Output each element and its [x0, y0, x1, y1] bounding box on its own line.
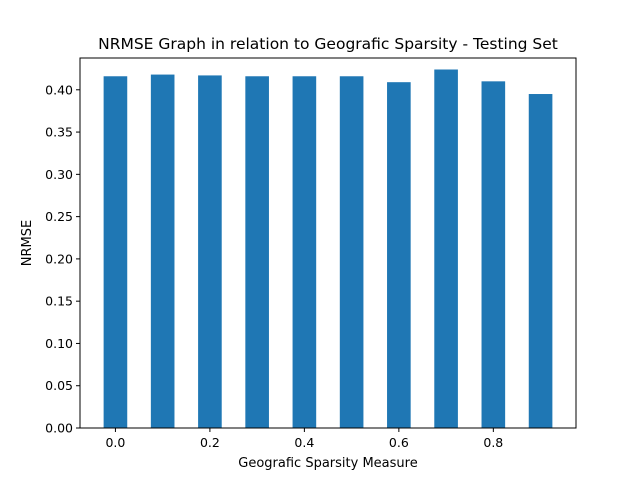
x-tick-label: 0.8 — [483, 435, 503, 450]
bar-9 — [528, 94, 553, 428]
y-tick-label: 0.30 — [45, 167, 73, 182]
bar-2 — [198, 75, 222, 429]
bar-4 — [292, 76, 317, 429]
y-tick-label: 0.05 — [45, 378, 73, 393]
y-tick-label: 0.10 — [45, 336, 73, 351]
bar-8 — [481, 81, 506, 429]
y-tick-label: 0.35 — [45, 125, 73, 140]
y-axis: 0.00 0.05 0.10 0.15 0.20 0.25 0.30 0.35 0.40 — [45, 82, 80, 436]
y-tick-label: 0.20 — [45, 251, 73, 266]
x-tick-label: 0.0 — [105, 435, 125, 450]
y-axis-label: NRMSE — [20, 220, 35, 266]
y-tick-label: 0.40 — [45, 82, 73, 97]
bar-1 — [150, 74, 175, 429]
bar-5 — [339, 76, 364, 429]
bar-3 — [245, 76, 269, 429]
x-axis: 0.0 0.2 0.4 0.6 0.8 — [105, 428, 503, 450]
x-tick-label: 0.4 — [294, 435, 314, 450]
x-tick-label: 0.2 — [200, 435, 220, 450]
x-tick-label: 0.6 — [389, 435, 409, 450]
y-tick-label: 0.25 — [45, 209, 73, 224]
y-tick-label: 0.00 — [45, 421, 73, 436]
bar-7 — [434, 69, 458, 428]
y-tick-label: 0.15 — [45, 294, 73, 309]
bars-group — [103, 69, 553, 429]
x-axis-label: Geografic Sparsity Measure — [238, 456, 417, 471]
bar-0 — [103, 76, 128, 429]
plot-frame — [79, 57, 577, 429]
bar-6 — [387, 82, 411, 429]
chart-title: NRMSE Graph in relation to Geografic Spa… — [98, 35, 558, 53]
